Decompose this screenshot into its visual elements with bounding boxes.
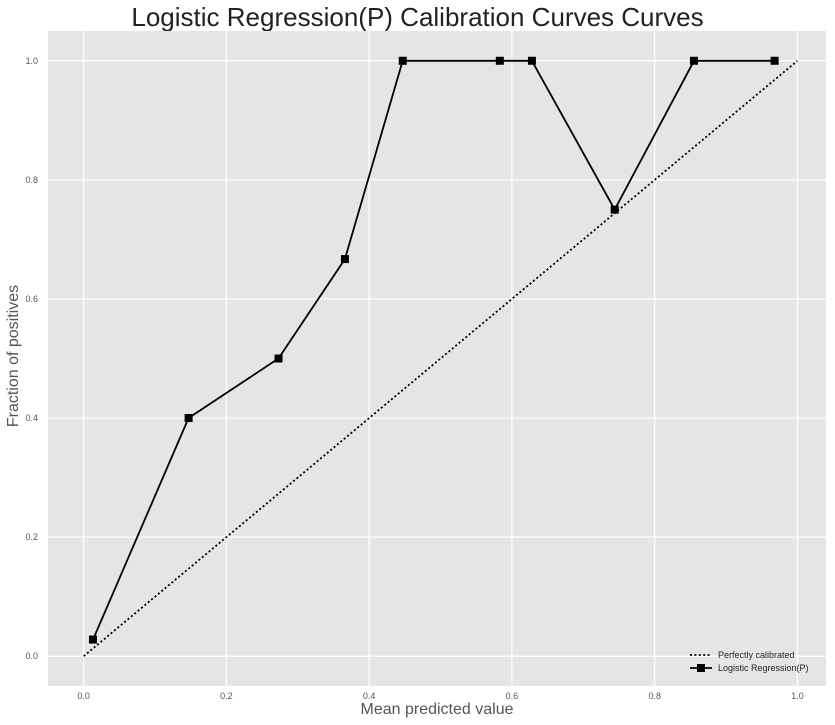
y-tick-label: 1.0 [25,56,38,66]
data-point [610,205,619,214]
data-point [340,255,349,264]
y-tick-label: 0.6 [25,294,38,304]
calibration-curve-line [92,59,775,640]
y-tick-label: 0.8 [25,175,38,185]
x-tick-label: 0.6 [506,691,519,701]
data-point [184,414,193,423]
legend: Perfectly calibrated Logistic Regression(… [690,650,809,673]
y-axis-label: Fraction of positives [5,284,22,428]
x-tick-label: 0.2 [220,691,233,701]
chart-title: Logistic Regression(P) Calibration Curve… [131,2,704,32]
x-axis-label: Mean predicted value [360,701,514,718]
y-tick-label: 0.2 [25,532,38,542]
x-tick-label: 0.0 [77,691,90,701]
x-tick-label: 0.4 [363,691,376,701]
x-tick-label: 0.8 [648,691,661,701]
legend-label: Perfectly calibrated [718,650,795,660]
series [83,56,798,657]
legend-marker [697,664,705,672]
data-point [398,56,407,65]
data-point [88,635,97,644]
tick-labels: 0.0 0.2 0.4 0.6 0.8 1.0 0.0 0.2 0.4 0.6 0.8 1.0 [25,56,803,701]
perfect-calibration-line [83,60,798,657]
y-tick-label: 0.4 [25,413,38,423]
data-point [770,56,779,65]
x-tick-label: 1.0 [791,691,804,701]
plot-area [48,31,826,686]
y-tick-label: 0.0 [25,651,38,661]
data-point [527,56,536,65]
data-point [274,354,283,363]
legend-label: Logistic Regression(P) [718,663,809,673]
data-point [495,56,504,65]
data-point [689,56,698,65]
